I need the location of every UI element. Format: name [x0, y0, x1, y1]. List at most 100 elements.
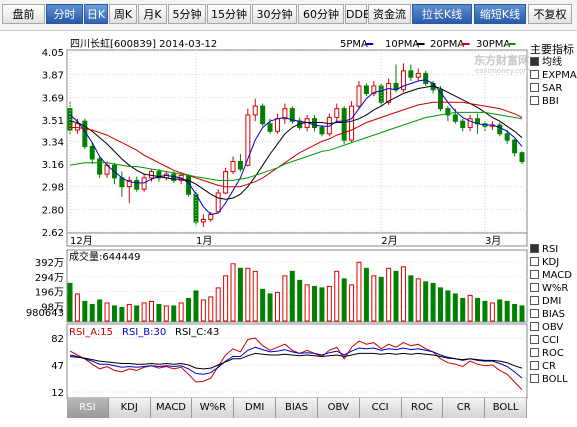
volume-bar: [289, 270, 295, 322]
checkbox-icon[interactable]: [530, 96, 539, 105]
volume-bar: [326, 285, 332, 322]
checkbox-icon[interactable]: [530, 335, 539, 344]
volume-bar: [171, 305, 177, 322]
checkbox-icon[interactable]: [530, 83, 539, 92]
sub-indicator-cci[interactable]: CCI: [530, 334, 572, 347]
sub-indicator-macd[interactable]: MACD: [530, 269, 572, 282]
main-indicator-title: 主要指标: [530, 43, 574, 56]
candle-body: [97, 158, 103, 175]
volume-bar: [319, 287, 325, 322]
volume-bar: [82, 300, 88, 322]
main-indicator-bbi[interactable]: BBI: [530, 95, 577, 108]
checkbox-icon[interactable]: [530, 244, 539, 253]
toolbar-button-3[interactable]: 周K: [109, 4, 137, 24]
main-indicator-label: EXPMA: [542, 70, 577, 81]
volume-bar: [141, 302, 147, 322]
checkbox-icon[interactable]: [530, 361, 539, 370]
checkbox-icon[interactable]: [530, 57, 539, 66]
candle-body: [245, 114, 251, 166]
checkbox-icon[interactable]: [530, 322, 539, 331]
tab-w-r[interactable]: W%R: [192, 398, 235, 418]
tab-kdj[interactable]: KDJ: [108, 398, 151, 418]
tab-bias[interactable]: BIAS: [276, 398, 318, 418]
volume-bar: [504, 300, 510, 322]
tab-macd[interactable]: MACD: [150, 398, 193, 418]
volume-bar: [260, 288, 266, 322]
moving-average-lines: [69, 79, 523, 215]
candle-body: [312, 118, 318, 129]
price-tick-label: 2.80: [42, 205, 64, 216]
toolbar-button-0[interactable]: 盘前: [2, 4, 45, 24]
tab-boll[interactable]: BOLL: [485, 398, 527, 418]
tab-rsi[interactable]: RSI: [67, 398, 109, 418]
sub-indicator-boll[interactable]: BOLL: [530, 373, 572, 386]
sub-indicator-label: CR: [542, 361, 556, 372]
checkbox-icon[interactable]: [530, 270, 539, 279]
price-tick-label: 3.87: [42, 71, 64, 82]
candlestick-series: [67, 63, 525, 227]
sub-indicator-kdj[interactable]: KDJ: [530, 256, 572, 269]
toolbar-button-9[interactable]: DDE: [345, 4, 370, 24]
tab-cr[interactable]: CR: [443, 398, 486, 418]
month-label-1: 1月: [196, 235, 212, 247]
toolbar-button-11[interactable]: 拉长K线: [412, 4, 472, 24]
candle-body: [119, 177, 125, 188]
volume-tick-label: 980643: [26, 308, 64, 319]
main-indicator-item[interactable]: 均线: [530, 56, 577, 69]
candle-body: [134, 179, 140, 190]
candle-body: [215, 192, 221, 213]
volume-bar: [111, 305, 117, 322]
toolbar-button-12[interactable]: 缩短K线: [474, 4, 526, 24]
checkbox-icon[interactable]: [530, 348, 539, 357]
watermark-logo: 东方财富网: [474, 53, 529, 67]
tab-dmi[interactable]: DMI: [234, 398, 277, 418]
sub-indicator-w-r[interactable]: W%R: [530, 282, 572, 295]
volume-bar: [512, 303, 518, 322]
checkbox-icon[interactable]: [530, 374, 539, 383]
sub-indicator-rsi[interactable]: RSI: [530, 243, 572, 256]
volume-bar: [460, 297, 466, 322]
sub-indicator-cr[interactable]: CR: [530, 360, 572, 373]
sub-indicator-roc[interactable]: ROC: [530, 347, 572, 360]
candle-body: [274, 118, 280, 132]
main-indicator-expma[interactable]: EXPMA: [530, 69, 577, 82]
main-indicator-sar[interactable]: SAR: [530, 82, 577, 95]
volume-bar: [482, 300, 488, 322]
tab-roc[interactable]: ROC: [401, 398, 444, 418]
volume-bar: [400, 266, 406, 322]
sub-indicator-obv[interactable]: OBV: [530, 321, 572, 334]
candle-body: [467, 118, 473, 129]
checkbox-icon[interactable]: [530, 283, 539, 292]
toolbar-button-8[interactable]: 60分钟: [298, 4, 344, 24]
volume-bar: [304, 284, 310, 322]
sub-indicator-label: ROC: [542, 348, 564, 359]
toolbar-button-2[interactable]: 日K: [84, 4, 108, 24]
price-tick-label: 2.62: [42, 228, 64, 239]
volume-tick-label: 294万: [35, 273, 64, 284]
tab-cci[interactable]: CCI: [359, 398, 402, 418]
checkbox-icon[interactable]: [530, 70, 539, 79]
volume-bar: [223, 275, 229, 322]
toolbar-button-5[interactable]: 5分钟: [168, 4, 206, 24]
checkbox-icon[interactable]: [530, 309, 539, 318]
sub-indicator-label: BIAS: [542, 309, 565, 320]
candle-body: [378, 85, 384, 103]
candle-body: [223, 171, 229, 194]
price-tick-label: 3.51: [42, 116, 64, 127]
candle-body: [126, 179, 132, 188]
toolbar-button-1[interactable]: 分时: [46, 4, 83, 24]
main-indicator-label: BBI: [542, 96, 559, 107]
toolbar-button-6[interactable]: 15分钟: [207, 4, 251, 24]
toolbar-button-13[interactable]: 不复权: [528, 4, 572, 24]
legend-label-20pma: 20PMA: [430, 39, 464, 50]
volume-bar: [519, 305, 525, 322]
sub-indicator-bias[interactable]: BIAS: [530, 308, 572, 321]
toolbar-button-4[interactable]: 月K: [138, 4, 167, 24]
checkbox-icon[interactable]: [530, 257, 539, 266]
toolbar-button-7[interactable]: 30分钟: [252, 4, 297, 24]
sub-indicator-dmi[interactable]: DMI: [530, 295, 572, 308]
checkbox-icon[interactable]: [530, 296, 539, 305]
toolbar-button-10[interactable]: 资金流: [368, 4, 411, 24]
tab-obv[interactable]: OBV: [317, 398, 360, 418]
